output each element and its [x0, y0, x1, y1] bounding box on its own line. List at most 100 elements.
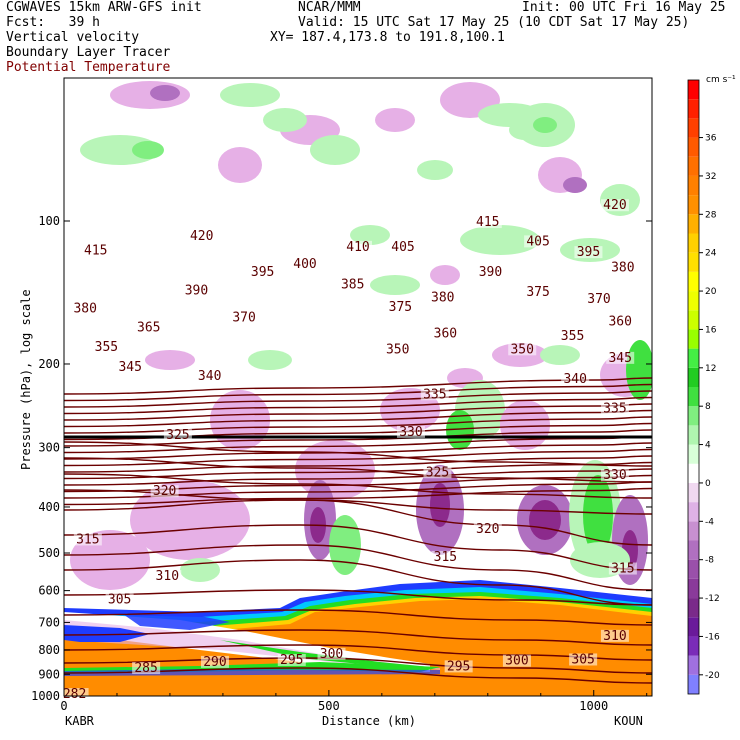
colorbar-segment: [688, 425, 699, 445]
colorbar-segment: [688, 310, 699, 330]
colorbar-segment: [688, 617, 699, 637]
colorbar-segment: [688, 540, 699, 560]
theta-label: 325: [426, 465, 449, 480]
theta-label: 300: [505, 654, 528, 669]
theta-contour: [64, 455, 652, 473]
y-tick-label: 900: [38, 667, 60, 681]
colorbar-tick-label: 36: [705, 134, 717, 144]
theta-label: 310: [156, 569, 179, 584]
y-tick-label: 700: [38, 615, 60, 629]
colorbar-frame: [687, 79, 700, 695]
theta-label-bg: [473, 216, 502, 229]
theta-label-bg: [423, 466, 452, 479]
theta-label: 405: [526, 234, 549, 249]
theta-label-bg: [195, 369, 224, 382]
colorbar-segment: [688, 482, 699, 503]
theta-label: 410: [346, 240, 369, 255]
theta-label-bg: [606, 351, 635, 364]
theta-label-bg: [420, 388, 449, 401]
theta-label: 365: [137, 320, 160, 335]
colorbar-segment: [688, 271, 699, 292]
theta-label: 350: [510, 342, 533, 357]
colorbar-segment: [688, 406, 699, 426]
colorbar-tick-label: 16: [705, 325, 717, 335]
theta-label: 340: [563, 372, 586, 387]
theta-label: 395: [577, 245, 600, 260]
theta-label: 390: [185, 283, 208, 298]
theta-label: 330: [399, 425, 422, 440]
theta-label: 345: [608, 351, 631, 366]
theta-label-bg: [163, 428, 192, 441]
colorbar-tick-label: -16: [705, 632, 720, 642]
theta-label: 310: [603, 629, 626, 644]
colorbar-segment: [688, 80, 699, 100]
theta-label: 355: [561, 329, 584, 344]
theta-label-bg: [444, 660, 473, 673]
theta-contour: [64, 544, 652, 591]
theta-label: 360: [434, 326, 457, 341]
theta-label-bg: [230, 311, 259, 324]
y-tick-label: 100: [38, 214, 60, 228]
colorbar-tick-label: 24: [705, 249, 717, 259]
colorbar-tick-label: 20: [705, 287, 717, 297]
theta-label: 330: [603, 468, 626, 483]
y-tick-label: 600: [38, 584, 60, 598]
theta-label: 370: [232, 311, 255, 326]
theta-label-bg: [383, 343, 412, 356]
colorbar-segment: [688, 578, 699, 599]
theta-label: 415: [476, 215, 499, 230]
theta-label-bg: [389, 240, 418, 253]
theta-contour: [64, 396, 652, 415]
colorbar-segment: [688, 367, 699, 387]
colorbar-segment: [688, 348, 699, 368]
theta-label: 380: [73, 301, 96, 316]
theta-label-bg: [277, 653, 306, 666]
colorbar-segment: [688, 118, 699, 138]
theta-label: 350: [386, 342, 409, 357]
theta-contour: [64, 448, 652, 467]
theta-label-bg: [431, 550, 460, 563]
field-potential-temperature: Potential Temperature: [6, 60, 171, 75]
theta-label-bg: [574, 246, 603, 259]
theta-label-bg: [561, 372, 590, 385]
organization: NCAR/MMM: [298, 0, 361, 15]
model-title: CGWAVES 15km ARW-GFS init: [6, 0, 202, 15]
colorbar-tick-label: 8: [705, 402, 711, 412]
theta-label-bg: [187, 229, 216, 242]
theta-label-bg: [606, 315, 635, 328]
theta-label-bg: [600, 402, 629, 415]
theta-label-bg: [600, 469, 629, 482]
theta-label: 375: [389, 300, 412, 315]
theta-label-bg: [600, 629, 629, 642]
theta-label: 285: [134, 661, 157, 676]
theta-contour: [64, 589, 652, 606]
y-tick-label: 400: [38, 500, 60, 514]
field-boundary-layer-tracer: Boundary Layer Tracer: [6, 45, 171, 60]
theta-label: 380: [611, 260, 634, 275]
colorbar-units: cm s⁻¹: [706, 75, 736, 85]
theta-label-bg: [585, 292, 614, 305]
theta-label-bg: [502, 654, 531, 667]
colorbar-segment: [688, 521, 699, 541]
colorbar: -20 -16 -12 -8 -4 0 4 8 12 16 20 24 28 32 36: [687, 79, 720, 695]
theta-label-bg: [600, 199, 629, 212]
colorbar-segment: [688, 233, 699, 253]
theta-contour: [64, 441, 652, 467]
colorbar-segment: [688, 252, 699, 272]
y-tick-label: 200: [38, 357, 60, 371]
theta-label-bg: [508, 343, 537, 356]
theta-label: 305: [571, 652, 594, 667]
colorbar-segment: [688, 655, 699, 675]
theta-label: 335: [423, 387, 446, 402]
theta-label-bg: [386, 301, 415, 314]
theta-label-layer: 415 420 410 405 415 405 420 395 380 390 395 400 385 3…: [60, 198, 637, 702]
colorbar-segment: [688, 502, 699, 522]
theta-contour: [64, 457, 652, 483]
theta-label: 400: [293, 257, 316, 272]
theta-label-bg: [344, 240, 372, 253]
field-vertical-velocity: Vertical velocity: [6, 30, 140, 45]
right-endpoint-label: KOUN: [614, 714, 643, 728]
theta-contour: [64, 461, 652, 480]
theta-label-bg: [132, 662, 161, 675]
y-tick-label: 1000: [31, 689, 60, 703]
